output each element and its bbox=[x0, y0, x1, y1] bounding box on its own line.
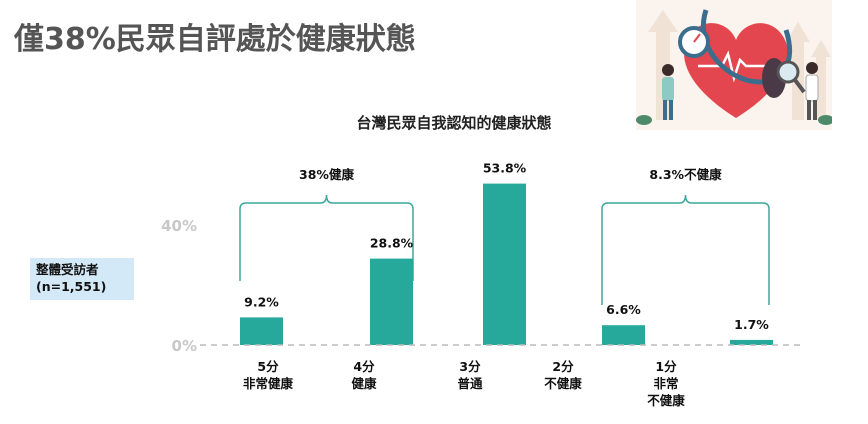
bar-5 bbox=[730, 339, 773, 345]
bar-value-label: 1.7% bbox=[734, 317, 769, 332]
sample-count: (n=1,551) bbox=[36, 279, 107, 294]
unhealthy-bracket-label: 8.3%不健康 bbox=[649, 167, 722, 182]
health-illustration bbox=[636, 0, 832, 130]
category-label: 非常 bbox=[653, 376, 678, 391]
category-label: 健康 bbox=[351, 376, 377, 391]
y-tick-label: 0% bbox=[172, 337, 197, 355]
bar-value-label: 53.8% bbox=[483, 161, 527, 176]
sample-box: 整體受訪者 (n=1,551) bbox=[30, 258, 134, 300]
bar-value-label: 28.8% bbox=[370, 236, 414, 251]
bar-value-label: 9.2% bbox=[244, 294, 279, 309]
page-title: 僅38%民眾自評處於健康狀態 bbox=[14, 22, 416, 57]
category-label: 4分 bbox=[353, 359, 375, 374]
sample-label: 整體受訪者 bbox=[36, 262, 99, 277]
category-label: 普通 bbox=[457, 376, 483, 391]
unhealthy-bracket bbox=[601, 194, 770, 305]
category-label: 不健康 bbox=[647, 393, 685, 408]
bar-2 bbox=[370, 258, 413, 345]
bar-value-label: 6.6% bbox=[606, 302, 641, 317]
category-label: 不健康 bbox=[544, 376, 582, 391]
y-tick-label: 40% bbox=[161, 217, 197, 235]
category-label: 3分 bbox=[459, 359, 481, 374]
doctor-figure-icon-2 bbox=[805, 62, 819, 120]
category-label: 2分 bbox=[552, 359, 574, 374]
category-label: 非常健康 bbox=[243, 376, 294, 391]
bar-3 bbox=[483, 183, 526, 345]
plant-icon bbox=[636, 115, 832, 125]
bar-1 bbox=[240, 317, 283, 345]
doctor-figure-icon bbox=[662, 64, 674, 120]
chart-title: 台灣民眾自我認知的健康狀態 bbox=[356, 114, 552, 132]
healthy-bracket-label: 38%健康 bbox=[299, 167, 354, 182]
bar-4 bbox=[602, 325, 645, 345]
category-label: 5分 bbox=[257, 359, 279, 374]
magnifier-icon bbox=[776, 60, 800, 84]
healthy-bracket bbox=[239, 194, 414, 281]
category-label: 1分 bbox=[655, 359, 677, 374]
background-arrows-icon bbox=[648, 10, 831, 120]
